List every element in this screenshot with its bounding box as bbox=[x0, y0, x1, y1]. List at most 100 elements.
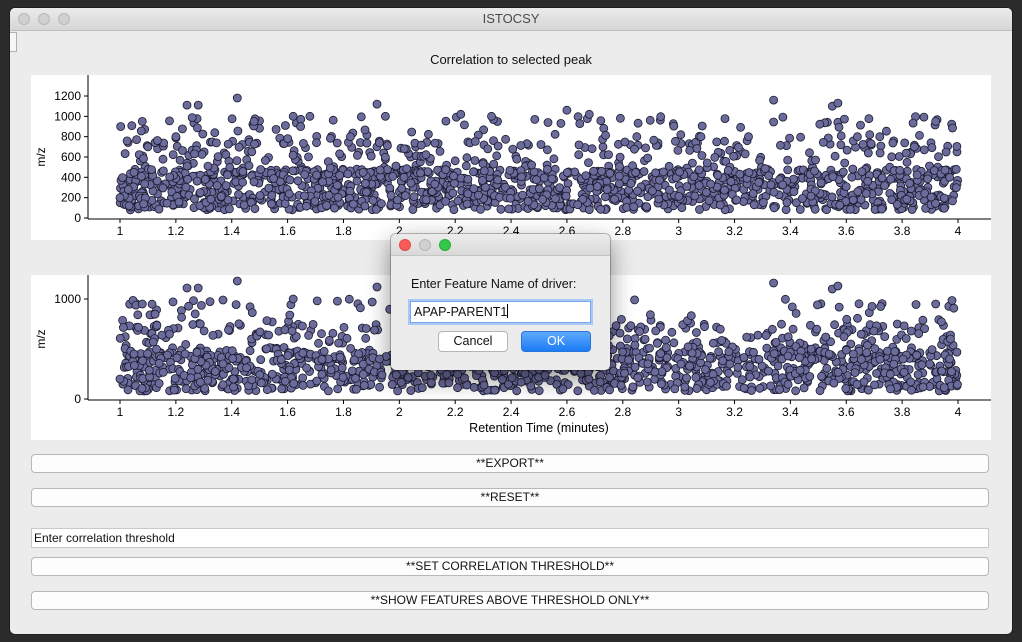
reset-button[interactable]: **RESET** bbox=[31, 488, 989, 507]
data-point bbox=[300, 170, 310, 179]
data-point bbox=[862, 348, 871, 357]
feature-name-input[interactable]: APAP-PARENT1 bbox=[410, 301, 591, 323]
dialog-zoom-button[interactable] bbox=[439, 239, 451, 251]
data-point bbox=[593, 182, 602, 191]
data-point bbox=[840, 114, 849, 124]
data-point bbox=[550, 129, 560, 139]
text-caret bbox=[507, 304, 509, 318]
cancel-button[interactable]: Cancel bbox=[438, 331, 508, 352]
data-point bbox=[479, 166, 489, 176]
data-point bbox=[782, 198, 792, 207]
close-window-button[interactable] bbox=[18, 13, 30, 25]
data-point bbox=[669, 121, 679, 131]
data-point bbox=[338, 372, 348, 382]
data-point bbox=[182, 100, 192, 110]
data-point bbox=[198, 129, 208, 139]
x-tick-label: 1 bbox=[117, 405, 124, 419]
data-point bbox=[724, 368, 734, 378]
data-point bbox=[187, 113, 197, 122]
x-tick-label: 4 bbox=[955, 224, 962, 238]
data-point bbox=[857, 167, 867, 176]
feature-name-dialog: Enter Feature Name of driver: APAP-PAREN… bbox=[391, 234, 610, 370]
data-point bbox=[615, 162, 624, 171]
zoom-window-button[interactable] bbox=[58, 13, 70, 25]
data-point bbox=[913, 370, 923, 379]
data-point bbox=[195, 319, 205, 329]
data-point bbox=[409, 192, 419, 202]
dialog-title-bar[interactable] bbox=[391, 234, 610, 256]
data-point bbox=[768, 324, 777, 334]
data-point bbox=[382, 141, 392, 151]
scatter-plot-bottom[interactable]: 1 1.2 1.4 1.6 1.8 2 2.2 2.4 2.6 2.8 3 3.2 3.4 3.6 3.8 4… bbox=[31, 275, 991, 440]
plot-panel-top[interactable]: 1 1.2 1.4 1.6 1.8 2 2.2 2.4 2.6 2.8 3 3.2 3.4 3.6 3.8 4… bbox=[31, 75, 991, 240]
data-point bbox=[828, 172, 838, 182]
minimize-window-button[interactable] bbox=[38, 13, 50, 25]
data-point bbox=[543, 118, 553, 127]
data-point bbox=[812, 324, 822, 334]
data-point bbox=[665, 185, 674, 195]
data-point bbox=[312, 296, 322, 306]
data-point bbox=[426, 370, 436, 380]
x-tick-label: 3.6 bbox=[838, 405, 855, 419]
data-point bbox=[147, 299, 157, 309]
correlation-threshold-input[interactable]: Enter correlation threshold bbox=[31, 528, 989, 548]
data-point bbox=[391, 161, 401, 171]
data-point bbox=[283, 351, 293, 360]
data-point bbox=[169, 385, 179, 395]
data-point bbox=[953, 380, 962, 389]
data-point bbox=[706, 179, 716, 189]
data-point bbox=[789, 187, 799, 196]
data-point bbox=[839, 332, 849, 342]
dialog-prompt: Enter Feature Name of driver: bbox=[411, 277, 577, 291]
x-tick-label: 2.8 bbox=[614, 405, 631, 419]
data-point bbox=[250, 204, 260, 214]
data-point bbox=[132, 135, 141, 144]
data-point bbox=[165, 329, 174, 339]
data-point bbox=[225, 162, 235, 172]
data-point bbox=[877, 204, 887, 214]
dialog-close-button[interactable] bbox=[399, 239, 411, 251]
data-point bbox=[888, 138, 898, 148]
side-tab[interactable] bbox=[10, 32, 17, 52]
data-point bbox=[534, 386, 544, 396]
data-point bbox=[430, 179, 440, 189]
data-point bbox=[523, 197, 533, 206]
data-point bbox=[210, 128, 220, 138]
data-point bbox=[324, 335, 334, 345]
data-point bbox=[150, 309, 160, 319]
data-point bbox=[143, 349, 152, 359]
show-above-threshold-button[interactable]: **SHOW FEATURES ABOVE THRESHOLD ONLY** bbox=[31, 591, 989, 610]
data-point bbox=[242, 363, 251, 373]
data-point bbox=[677, 203, 687, 213]
data-point bbox=[183, 174, 193, 184]
data-point bbox=[648, 186, 657, 196]
ok-button[interactable]: OK bbox=[521, 331, 591, 352]
dialog-minimize-button[interactable] bbox=[419, 239, 431, 251]
data-point bbox=[367, 297, 377, 307]
data-point bbox=[280, 121, 290, 130]
data-point bbox=[501, 134, 511, 144]
title-bar[interactable]: ISTOCSY bbox=[10, 8, 1012, 31]
data-point bbox=[280, 325, 290, 335]
data-point bbox=[927, 345, 937, 354]
data-point bbox=[880, 332, 890, 341]
chart-title: Correlation to selected peak bbox=[430, 52, 592, 67]
data-point bbox=[244, 161, 254, 171]
data-point bbox=[206, 194, 216, 204]
data-point bbox=[945, 354, 954, 364]
data-point bbox=[256, 378, 266, 388]
data-point bbox=[766, 381, 776, 391]
data-point bbox=[853, 132, 862, 142]
set-threshold-button[interactable]: **SET CORRELATION THRESHOLD** bbox=[31, 557, 989, 576]
export-button[interactable]: **EXPORT** bbox=[31, 454, 989, 473]
data-point bbox=[190, 194, 199, 204]
data-point bbox=[238, 167, 248, 176]
scatter-plot-top[interactable]: 1 1.2 1.4 1.6 1.8 2 2.2 2.4 2.6 2.8 3 3.2 3.4 3.6 3.8 4… bbox=[31, 75, 991, 240]
data-point bbox=[656, 112, 666, 122]
data-point bbox=[288, 166, 298, 176]
data-point bbox=[713, 170, 723, 180]
data-point bbox=[178, 146, 187, 155]
data-point bbox=[863, 148, 873, 158]
data-point bbox=[737, 375, 747, 385]
data-point bbox=[695, 205, 704, 214]
